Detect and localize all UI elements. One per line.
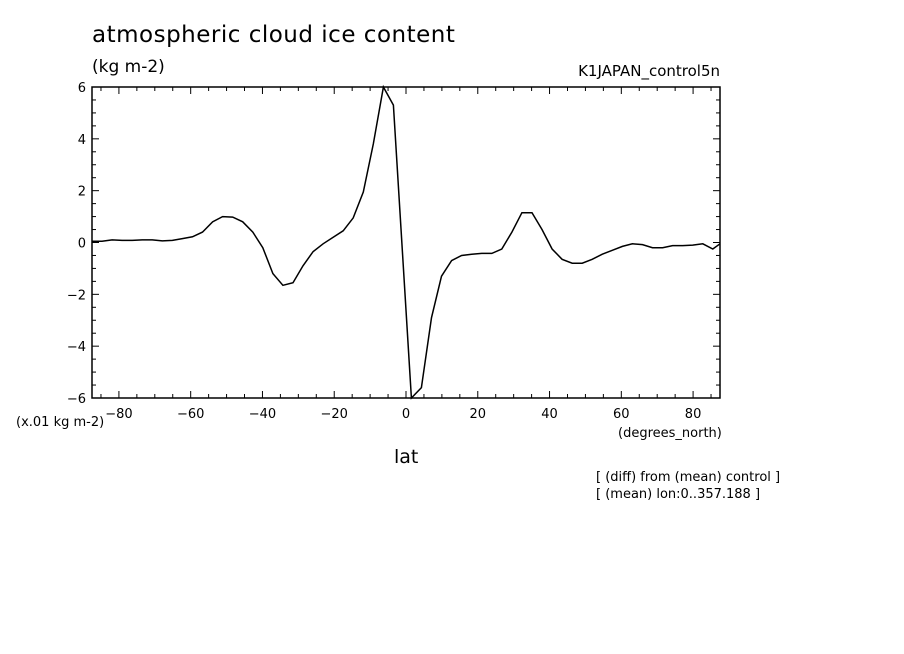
x-tick-label: 20 bbox=[469, 407, 486, 422]
chart-units: (kg m-2) bbox=[92, 57, 165, 77]
x-axis-units-label: (degrees_north) bbox=[618, 426, 722, 441]
chart-title: atmospheric cloud ice content bbox=[92, 22, 456, 48]
axis-ticks bbox=[92, 86, 720, 399]
y-tick-label: −2 bbox=[67, 288, 86, 303]
x-tick-label: 0 bbox=[402, 407, 410, 422]
y-axis-scale-label: (x.01 kg m-2) bbox=[16, 415, 105, 430]
x-tick-label: 80 bbox=[685, 407, 702, 422]
x-axis-label: lat bbox=[394, 446, 419, 468]
y-tick-label: 6 bbox=[78, 81, 86, 96]
y-tick-label: 0 bbox=[78, 237, 86, 252]
x-tick-label: 40 bbox=[541, 407, 558, 422]
y-tick-label: −4 bbox=[67, 340, 86, 355]
x-tick-label: −20 bbox=[321, 407, 348, 422]
y-tick-label: 2 bbox=[78, 185, 86, 200]
diff-note: [ (diff) from (mean) control ] bbox=[596, 470, 781, 485]
y-tick-label: 4 bbox=[78, 133, 86, 148]
series-line bbox=[92, 84, 721, 400]
run-name: K1JAPAN_control5n bbox=[578, 62, 720, 80]
x-tick-label: −60 bbox=[177, 407, 204, 422]
plot-frame bbox=[91, 86, 721, 399]
mean-note: [ (mean) lon:0..357.188 ] bbox=[596, 487, 761, 502]
x-tick-label: −40 bbox=[249, 407, 276, 422]
y-tick-label: −6 bbox=[67, 392, 86, 407]
x-tick-label: −80 bbox=[105, 407, 132, 422]
x-tick-label: 60 bbox=[613, 407, 630, 422]
